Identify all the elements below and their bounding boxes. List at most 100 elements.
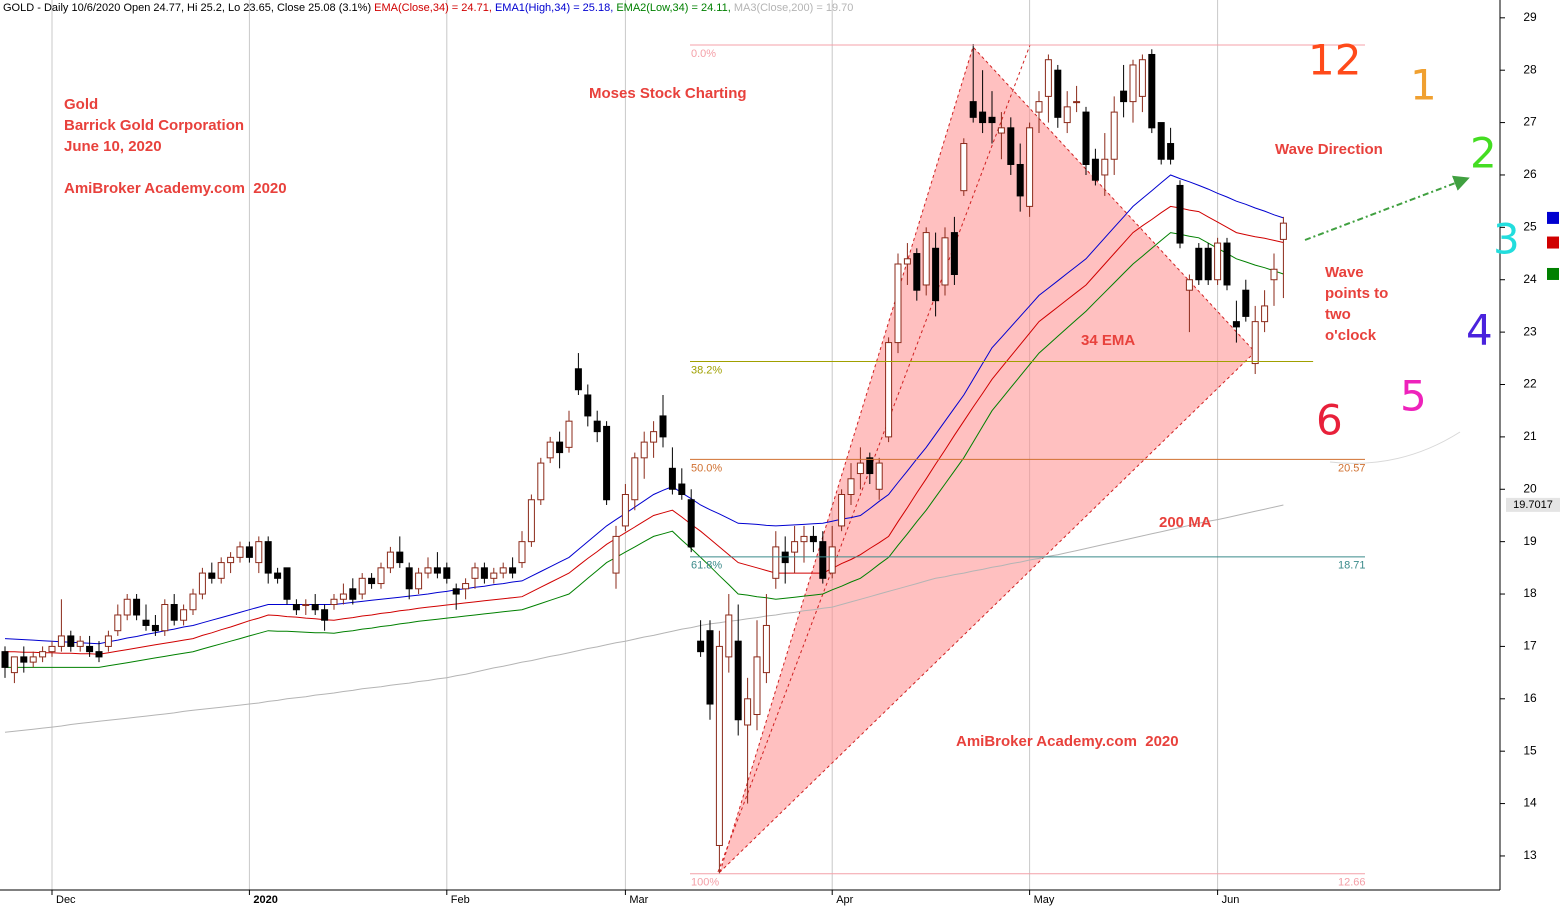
- plot-layer: 0.0% 38.2% 50.0% 20.57 61.8% 18.71 100% 12.66: [1, 44, 1366, 889]
- x-tick-label: Feb: [451, 894, 470, 906]
- candle-body: [556, 441, 564, 454]
- candle-body: [1270, 268, 1278, 281]
- candle-body: [1044, 59, 1052, 97]
- candle-body: [997, 127, 1005, 134]
- candle-body: [114, 614, 122, 632]
- candle-body: [894, 263, 902, 344]
- candle-body: [1251, 321, 1259, 365]
- candle-body: [1204, 247, 1212, 281]
- candle-body: [1054, 69, 1062, 118]
- y-tick-label: 18: [1523, 586, 1537, 600]
- candle-body: [1148, 53, 1156, 129]
- annotation: 200 MA: [1159, 514, 1212, 531]
- y-tick-label: 20: [1523, 481, 1537, 495]
- header-segment: EMA2(Low,34) = 24.11,: [616, 2, 734, 14]
- header-segment: EMA(Close,34) = 24.71,: [374, 2, 495, 14]
- x-tick-label: 2020: [253, 894, 277, 906]
- header-segment: GOLD - Daily 10/6/2020 Open 24.77, Hi 25…: [3, 2, 374, 14]
- candle-body: [1129, 64, 1137, 103]
- fib-label: 61.8%: [691, 560, 722, 572]
- candle-body: [236, 546, 244, 558]
- header-segment: EMA1(High,34) = 25.18,: [495, 2, 616, 14]
- candle-body: [1185, 279, 1193, 291]
- ma-tag-box: [1506, 497, 1560, 512]
- candle-body: [170, 604, 178, 621]
- y-tick-label: 23: [1523, 324, 1537, 338]
- candle-body: [612, 535, 620, 574]
- candle-body: [772, 546, 780, 579]
- candle-body: [537, 462, 545, 501]
- candle-body: [330, 598, 338, 606]
- candle-body: [734, 640, 742, 721]
- candle-body: [189, 593, 197, 611]
- candle-body: [828, 546, 836, 574]
- y-tick-label: 14: [1523, 796, 1537, 810]
- annotation: points to: [1325, 285, 1388, 302]
- candle-body: [1167, 143, 1175, 160]
- candle-body: [161, 604, 169, 632]
- candle-body: [292, 604, 300, 611]
- candle-body: [875, 462, 883, 490]
- annotation: AmiBroker Academy.com 2020: [956, 733, 1179, 750]
- candle-body: [781, 551, 789, 564]
- fib-label: 100%: [691, 877, 719, 889]
- candle-body: [584, 394, 592, 417]
- x-tick-label: Apr: [836, 894, 853, 906]
- candle-body: [452, 588, 460, 595]
- axes-layer: [0, 0, 1505, 895]
- candle-body: [621, 494, 629, 527]
- candle-body: [76, 640, 84, 647]
- y-tick-label: 21: [1523, 429, 1537, 443]
- candle-body: [349, 588, 357, 600]
- candle-body: [264, 541, 272, 574]
- candle-body: [480, 567, 488, 579]
- candle-body: [1261, 305, 1269, 323]
- candle-body: [133, 598, 141, 616]
- candle-body: [847, 478, 855, 496]
- annotation: two: [1325, 306, 1351, 323]
- candle-body: [1035, 101, 1043, 113]
- candle-body: [95, 651, 103, 658]
- clock-face: [1295, 35, 1545, 465]
- y-tick-label: 15: [1523, 743, 1537, 757]
- candle-body: [659, 415, 667, 438]
- y-tick-label: 26: [1523, 167, 1537, 181]
- candle-body: [631, 457, 639, 501]
- candle-body: [471, 567, 479, 579]
- overlay-layer: [1295, 35, 1545, 465]
- candle-body: [198, 572, 206, 595]
- candle-body: [48, 645, 56, 653]
- fib-price: 12.66: [1338, 877, 1366, 889]
- candle-body: [67, 635, 75, 647]
- candle-body: [1073, 101, 1081, 104]
- candle-body: [462, 583, 470, 590]
- annotation: Gold: [64, 96, 98, 113]
- indicator-line: [5, 205, 1284, 655]
- candle-body: [415, 572, 423, 590]
- candle-body: [856, 462, 864, 475]
- candle-body: [650, 431, 658, 443]
- candle-body: [358, 577, 366, 595]
- candle-body: [142, 619, 150, 626]
- header-segment: MA3(Close,200) = 19.70: [734, 2, 854, 14]
- candle-body: [527, 499, 535, 543]
- candle-body: [1242, 289, 1250, 317]
- line-end-tag: [1547, 211, 1559, 224]
- candle-body: [753, 656, 761, 716]
- candle-body: [424, 567, 432, 574]
- y-tick-label: 22: [1523, 377, 1537, 391]
- candle-body: [1279, 222, 1287, 240]
- clock-number: 12: [1308, 36, 1361, 85]
- y-tick-label: 16: [1523, 691, 1537, 705]
- line-end-tag: [1547, 236, 1559, 249]
- candle-body: [377, 567, 385, 585]
- candle-body: [1157, 122, 1165, 160]
- candle-body: [800, 535, 808, 543]
- candle-body: [1063, 106, 1071, 124]
- candle-body: [565, 420, 573, 448]
- candle-body: [1223, 242, 1231, 286]
- candle-body: [809, 535, 817, 543]
- candle-body: [86, 645, 94, 653]
- clock-number: 3: [1493, 215, 1520, 264]
